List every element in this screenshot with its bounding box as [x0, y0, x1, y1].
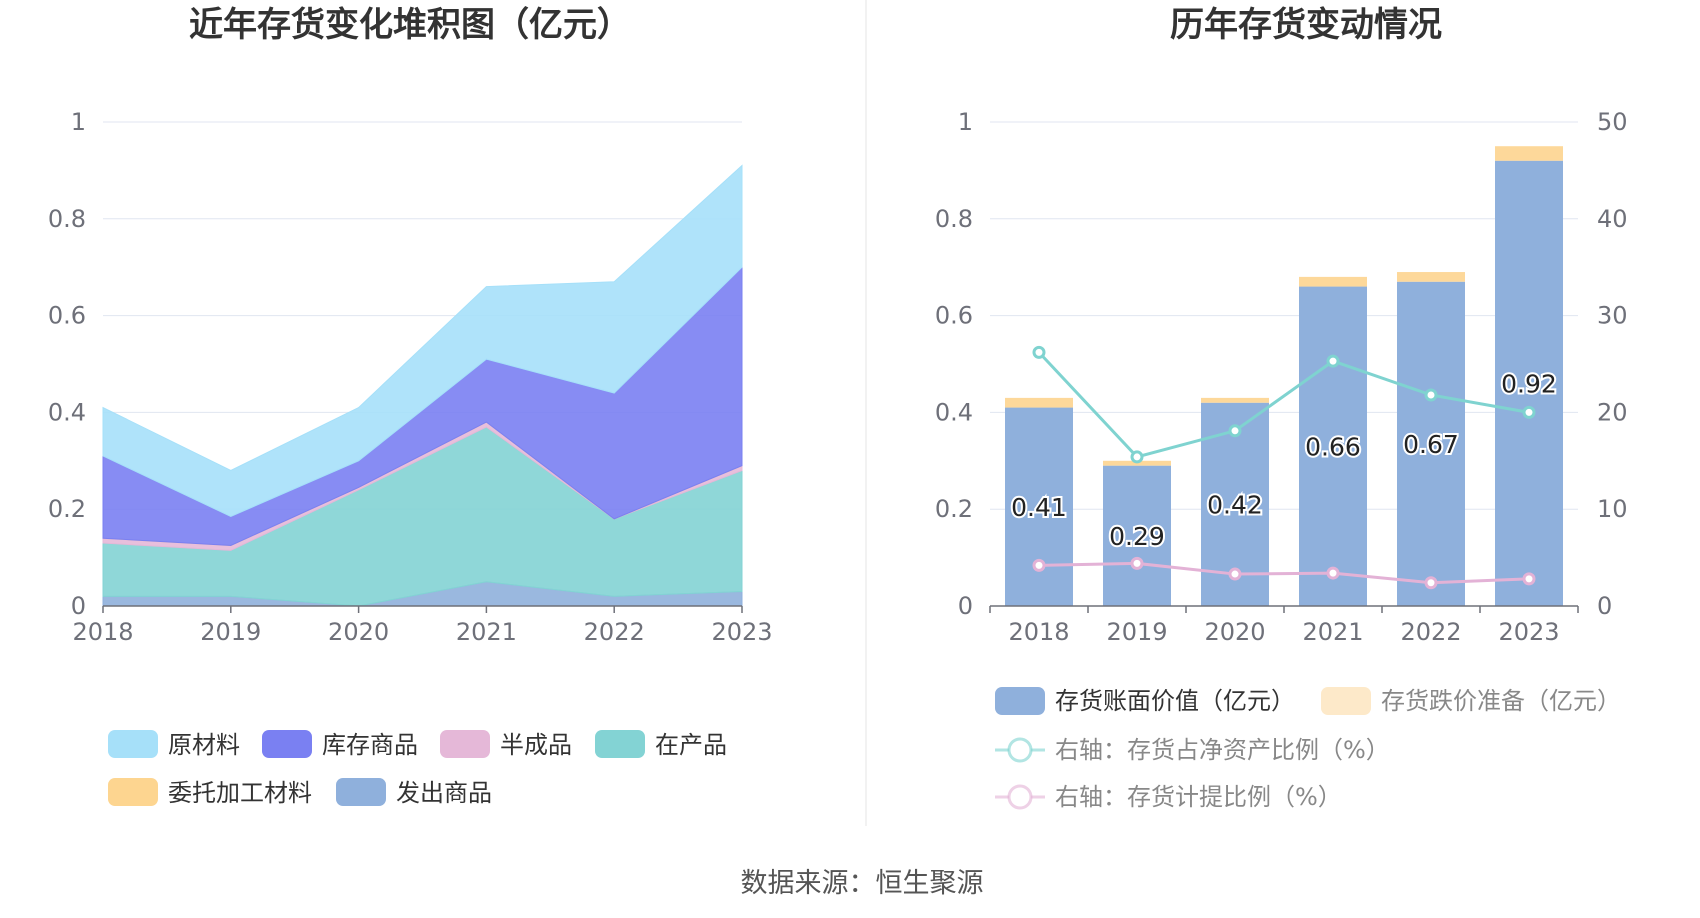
- right-legend-marker: [1007, 737, 1033, 763]
- left-x-tick-label: 2019: [200, 618, 261, 646]
- bar-value-label: 0.42: [1207, 490, 1263, 519]
- right-x-tick-label: 2020: [1204, 618, 1265, 646]
- right-left-y-tick-label: 0.4: [935, 398, 973, 426]
- bar-impairment-reserve: [1397, 272, 1465, 282]
- left-legend-label: 在产品: [655, 731, 727, 759]
- bar-value-label: 0.41: [1011, 493, 1067, 522]
- line-point-1: [1130, 556, 1144, 570]
- right-x-tick-label: 2019: [1106, 618, 1167, 646]
- bar-value-label: 0.92: [1501, 369, 1557, 398]
- left-legend-label: 原材料: [168, 731, 240, 759]
- bar-book-value: [1495, 160, 1563, 606]
- bar-value-label: 0.67: [1403, 430, 1459, 459]
- right-left-y-tick-label: 1: [958, 108, 973, 136]
- right-left-y-tick-label: 0: [958, 592, 973, 620]
- right-x-tick-label: 2022: [1400, 618, 1461, 646]
- line-point-1: [1326, 566, 1340, 580]
- bar-book-value: [1397, 281, 1465, 606]
- left-y-tick-label: 0.4: [48, 398, 86, 426]
- bar-impairment-reserve: [1495, 146, 1563, 161]
- area-series-原材料: [102, 164, 743, 518]
- bar-value-label: 0.66: [1305, 432, 1361, 461]
- right-right-y-tick-label: 0: [1597, 592, 1612, 620]
- right-right-y-tick-label: 20: [1597, 398, 1628, 426]
- right-x-tick-label: 2023: [1498, 618, 1559, 646]
- line-point-1: [1228, 567, 1242, 581]
- left-axes: 2018 2019 2020 2021 2022 2023: [72, 605, 773, 646]
- right-axes: 2018 2019 2020 2021 2022 2023: [989, 605, 1579, 646]
- left-y-tick-label: 0.8: [48, 205, 86, 233]
- left-legend-swatch: [108, 730, 158, 758]
- right-left-y-tick-label: 0.2: [935, 495, 973, 523]
- right-legend-label: 存货账面价值（亿元）: [1055, 687, 1295, 715]
- left-legend-label: 半成品: [500, 731, 572, 759]
- left-y-tick-label: 0: [71, 592, 86, 620]
- left-y-tick-label: 0.6: [48, 302, 86, 330]
- line-point-0: [1424, 388, 1438, 402]
- data-source-note: 数据来源：恒生聚源: [741, 868, 984, 899]
- left-x-tick-label: 2022: [584, 618, 645, 646]
- left-x-tick-label: 2018: [72, 618, 133, 646]
- line-point-1: [1032, 558, 1046, 572]
- left-legend-swatch: [262, 730, 312, 758]
- right-right-y-tick-label: 50: [1597, 108, 1628, 136]
- left-y-tick-label: 1: [71, 108, 86, 136]
- right-left-y-tick-label: 0.8: [935, 205, 973, 233]
- right-right-y-tick-label: 30: [1597, 302, 1628, 330]
- right-right-y-tick-label: 40: [1597, 205, 1628, 233]
- right-legend-swatch-impairment: [1321, 687, 1371, 715]
- right-legend-label: 右轴：存货计提比例（%）: [1055, 783, 1342, 811]
- bar-book-value: [1103, 465, 1171, 606]
- right-bar-labels: 0.41 0.29 0.42 0.66 0.67 0.92: [1009, 367, 1559, 552]
- right-left-y-tick-label: 0.6: [935, 302, 973, 330]
- left-gridlines: 0 0.2 0.4 0.6 0.8 1: [48, 108, 742, 620]
- line-point-0: [1228, 424, 1242, 438]
- left-x-tick-label: 2023: [711, 618, 772, 646]
- line-series-0: [1037, 351, 1530, 459]
- right-bar-series: [1005, 146, 1563, 606]
- left-legend-label: 发出商品: [396, 779, 492, 807]
- right-legend-marker: [1007, 784, 1033, 810]
- line-point-1: [1522, 572, 1536, 586]
- stacked-area-chart: 近年存货变化堆积图（亿元） 0 0.2 0.4 0.6 0.8 1 2018 2019 202…: [48, 5, 773, 807]
- line-series-1: [1038, 561, 1530, 585]
- line-point-0: [1032, 345, 1046, 359]
- left-legend-swatch: [336, 778, 386, 806]
- right-legend[interactable]: 存货账面价值（亿元） 存货跌价准备（亿元） 右轴：存货占净资产比例（%） 右轴：存货计…: [995, 687, 1621, 811]
- bar-impairment-reserve: [1005, 397, 1073, 408]
- line-point-0: [1326, 354, 1340, 368]
- bar-book-value: [1005, 407, 1073, 606]
- right-legend-label: 存货跌价准备（亿元）: [1381, 687, 1621, 715]
- left-legend-label: 委托加工材料: [168, 779, 312, 807]
- right-chart-title: 历年存货变动情况: [1170, 5, 1442, 45]
- left-x-tick-label: 2020: [328, 618, 389, 646]
- right-legend-swatch-book-value: [995, 687, 1045, 715]
- right-legend-label: 右轴：存货占净资产比例（%）: [1055, 736, 1390, 764]
- left-x-tick-label: 2021: [456, 618, 517, 646]
- right-line-series: [1032, 345, 1536, 590]
- line-point-0: [1522, 405, 1536, 419]
- right-x-tick-label: 2018: [1008, 618, 1069, 646]
- left-legend-label: 库存商品: [322, 731, 418, 759]
- right-x-tick-label: 2021: [1302, 618, 1363, 646]
- bar-book-value: [1299, 286, 1367, 606]
- bar-impairment-reserve: [1299, 276, 1367, 287]
- left-legend-swatch: [108, 778, 158, 806]
- left-legend-swatch: [440, 730, 490, 758]
- line-point-0: [1130, 450, 1144, 464]
- bar-value-label: 0.29: [1109, 522, 1165, 551]
- left-chart-title: 近年存货变化堆积图（亿元）: [189, 5, 631, 45]
- left-legend-swatch: [595, 730, 645, 758]
- right-right-y-tick-label: 10: [1597, 495, 1628, 523]
- left-area-series: [102, 164, 743, 607]
- bar-impairment-reserve: [1201, 397, 1269, 403]
- line-point-1: [1424, 576, 1438, 590]
- left-y-tick-label: 0.2: [48, 495, 86, 523]
